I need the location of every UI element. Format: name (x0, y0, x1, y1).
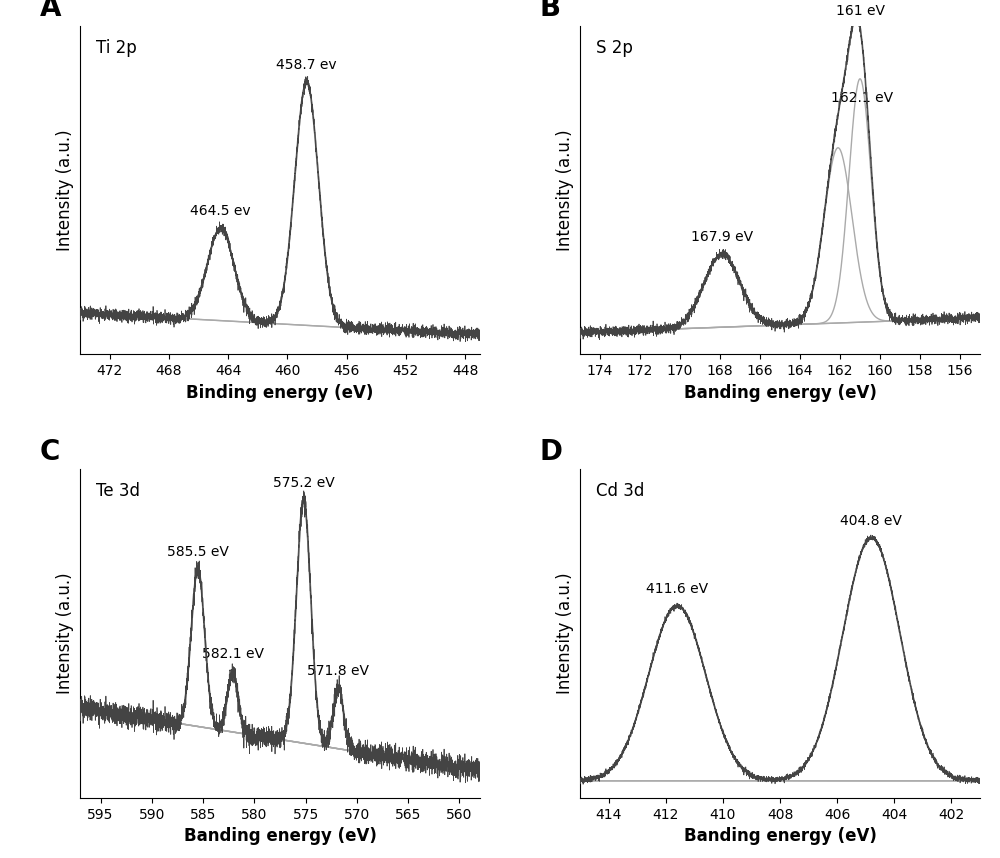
Text: S 2p: S 2p (596, 39, 633, 57)
Text: 162.1 eV: 162.1 eV (831, 91, 893, 106)
Text: Ti 2p: Ti 2p (96, 39, 137, 57)
X-axis label: Banding energy (eV): Banding energy (eV) (184, 827, 376, 845)
Text: 411.6 eV: 411.6 eV (646, 582, 708, 596)
Text: Te 3d: Te 3d (96, 482, 140, 500)
Text: 582.1 eV: 582.1 eV (202, 648, 264, 662)
X-axis label: Banding energy (eV): Banding energy (eV) (684, 384, 876, 402)
X-axis label: Binding energy (eV): Binding energy (eV) (186, 384, 374, 402)
Y-axis label: Intensity (a.u.): Intensity (a.u.) (556, 573, 574, 694)
Text: C: C (40, 438, 60, 466)
Text: Cd 3d: Cd 3d (596, 482, 644, 500)
X-axis label: Banding energy (eV): Banding energy (eV) (684, 827, 876, 845)
Text: B: B (540, 0, 561, 22)
Text: 458.7 ev: 458.7 ev (276, 58, 337, 72)
Text: 464.5 ev: 464.5 ev (190, 204, 251, 219)
Text: D: D (540, 438, 563, 466)
Y-axis label: Intensity (a.u.): Intensity (a.u.) (556, 130, 574, 251)
Text: 585.5 eV: 585.5 eV (167, 545, 229, 559)
Text: 161 eV: 161 eV (836, 4, 885, 18)
Text: 575.2 eV: 575.2 eV (273, 476, 334, 490)
Y-axis label: Intensity (a.u.): Intensity (a.u.) (56, 573, 74, 694)
Text: 404.8 eV: 404.8 eV (840, 514, 902, 528)
Text: 571.8 eV: 571.8 eV (307, 664, 369, 678)
Text: A: A (40, 0, 61, 22)
Y-axis label: Intensity (a.u.): Intensity (a.u.) (56, 130, 74, 251)
Text: 167.9 eV: 167.9 eV (691, 231, 753, 245)
